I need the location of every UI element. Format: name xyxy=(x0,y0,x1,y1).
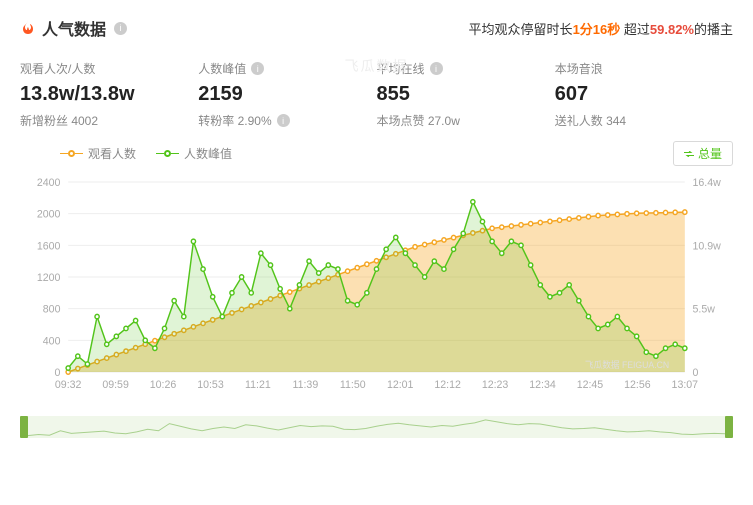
total-toggle-button[interactable]: 总量 xyxy=(673,141,733,166)
stat-sub: 送礼人数 344 xyxy=(555,112,733,129)
stat-sub: 新增粉丝 4002 xyxy=(20,112,198,129)
stats-row: 观看人次/人数 13.8w/13.8w 新增粉丝 4002人数峰值i 2159 … xyxy=(20,60,733,129)
time-brush[interactable] xyxy=(20,416,733,438)
legend-item[interactable]: 观看人数 xyxy=(60,145,136,162)
svg-text:12:56: 12:56 xyxy=(624,379,651,391)
info-icon[interactable]: i xyxy=(277,114,290,127)
svg-text:10:53: 10:53 xyxy=(197,379,224,391)
svg-text:11:39: 11:39 xyxy=(292,379,318,391)
svg-text:800: 800 xyxy=(43,304,61,316)
popularity-panel: 飞瓜数据 人气数据 i 平均观众停留时长1分16秒 超过59.82%的播主 观看… xyxy=(0,0,753,450)
svg-text:10.9w: 10.9w xyxy=(693,241,721,253)
info-icon[interactable]: i xyxy=(251,62,264,75)
svg-text:1200: 1200 xyxy=(37,272,61,284)
stat-card: 观看人次/人数 13.8w/13.8w 新增粉丝 4002 xyxy=(20,60,198,129)
svg-text:09:32: 09:32 xyxy=(55,379,82,391)
stat-sub: 本场点赞 27.0w xyxy=(377,112,555,129)
svg-text:2000: 2000 xyxy=(37,209,61,221)
section-title: 人气数据 xyxy=(42,16,106,40)
svg-text:09:59: 09:59 xyxy=(102,379,129,391)
svg-text:2400: 2400 xyxy=(37,177,61,189)
svg-text:10:26: 10:26 xyxy=(150,379,177,391)
svg-text:12:01: 12:01 xyxy=(387,379,414,391)
stat-value: 607 xyxy=(555,83,733,106)
svg-text:16.4w: 16.4w xyxy=(693,177,721,189)
stat-card: 平均在线i 855 本场点赞 27.0w xyxy=(377,60,555,129)
svg-text:12:45: 12:45 xyxy=(577,379,604,391)
flame-icon xyxy=(20,20,36,36)
svg-text:0: 0 xyxy=(55,367,61,379)
svg-text:0: 0 xyxy=(693,367,699,379)
stat-label: 平均在线i xyxy=(377,60,555,77)
stat-sub: 转粉率 2.90%i xyxy=(198,112,376,129)
brush-handle-right[interactable] xyxy=(725,416,733,438)
svg-text:12:34: 12:34 xyxy=(529,379,556,391)
info-icon[interactable]: i xyxy=(430,62,443,75)
svg-text:11:50: 11:50 xyxy=(340,379,366,391)
svg-text:5.5w: 5.5w xyxy=(693,303,716,315)
stat-value: 2159 xyxy=(198,83,376,106)
svg-text:13:07: 13:07 xyxy=(672,379,699,391)
stat-label: 人数峰值i xyxy=(198,60,376,77)
svg-text:飞瓜数据 FEIGUA.CN: 飞瓜数据 FEIGUA.CN xyxy=(585,359,669,370)
stat-value: 855 xyxy=(377,83,555,106)
svg-text:1600: 1600 xyxy=(37,240,61,252)
legend-item[interactable]: 人数峰值 xyxy=(156,145,232,162)
stat-value: 13.8w/13.8w xyxy=(20,83,198,106)
info-icon[interactable]: i xyxy=(114,22,127,35)
chart-area: 0 400 800 1200 1600 2000 2400 0 5.5w 10.9w 16.4w 09… xyxy=(20,172,733,412)
line-chart[interactable]: 0 400 800 1200 1600 2000 2400 0 5.5w 10.9w 16.4w 09… xyxy=(20,172,733,412)
svg-text:12:23: 12:23 xyxy=(482,379,509,391)
stat-label: 观看人次/人数 xyxy=(20,60,198,77)
stat-card: 本场音浪 607 送礼人数 344 xyxy=(555,60,733,129)
stat-card: 人数峰值i 2159 转粉率 2.90%i xyxy=(198,60,376,129)
brush-handle-left[interactable] xyxy=(20,416,28,438)
swap-icon xyxy=(684,151,694,157)
svg-text:11:21: 11:21 xyxy=(245,379,271,391)
svg-text:400: 400 xyxy=(43,335,61,347)
summary-text: 平均观众停留时长1分16秒 超过59.82%的播主 xyxy=(469,19,733,38)
legend-row: 观看人数 人数峰值 总量 xyxy=(20,141,733,166)
stat-label: 本场音浪 xyxy=(555,60,733,77)
header-row: 人气数据 i 平均观众停留时长1分16秒 超过59.82%的播主 xyxy=(20,16,733,40)
svg-text:12:12: 12:12 xyxy=(434,379,461,391)
